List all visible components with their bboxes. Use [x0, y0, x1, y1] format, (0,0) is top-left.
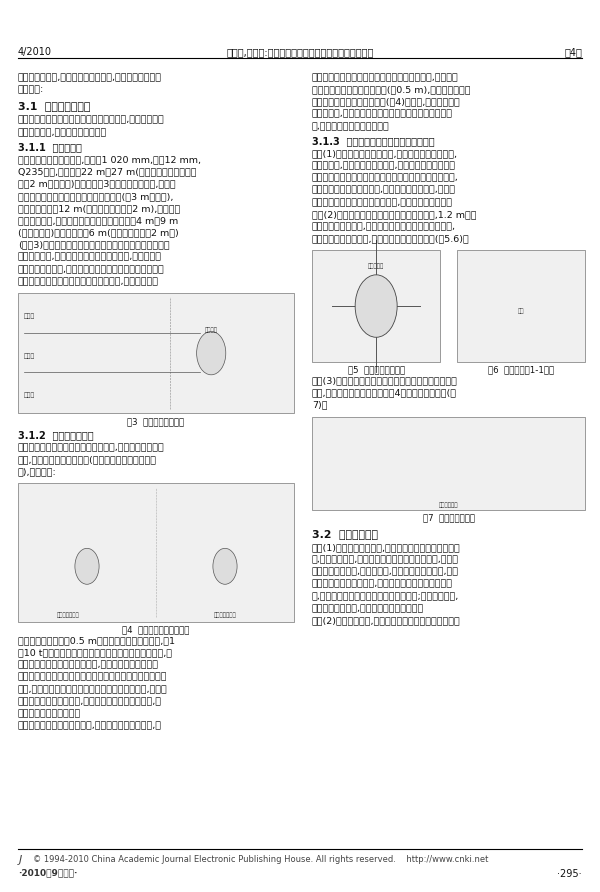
- Text: 阻力,可采用振动锤配合下沉。振动锤敞击钒套筒前,在套筒: 阻力,可采用振动锤配合下沉。振动锤敞击钒套筒前,在套筒: [18, 685, 168, 694]
- Text: 第一次沉放作业: 第一次沉放作业: [56, 613, 79, 618]
- Text: 7)。: 7)。: [312, 401, 328, 409]
- Text: ·295·: ·295·: [557, 869, 582, 879]
- Text: 桶基钒孔灸注桶与隧道位置的垂直关系,采用了长套筒: 桶基钒孔灸注桶与隧道位置的垂直关系,采用了长套筒: [18, 116, 165, 125]
- Text: 图7  垂直导向示意图: 图7 垂直导向示意图: [422, 514, 475, 523]
- Text: 提前做好钒架制作,声测管安装等工序准备。: 提前做好钒架制作,声测管安装等工序准备。: [312, 604, 424, 613]
- Text: (见图3)。上述节段划分的原则是使得每次钒进施工时对隧: (见图3)。上述节段划分的原则是使得每次钒进施工时对隧: [18, 241, 170, 250]
- Text: 图5  水平导向装示意图: 图5 水平导向装示意图: [347, 366, 405, 375]
- Text: 部滑轮组、固转盘与钒头中心应始终保持在同一铅垂线上,: 部滑轮组、固转盘与钒头中心应始终保持在同一铅垂线上,: [312, 174, 459, 183]
- Text: 的影响。同时钒套筒制作要确保筒身圆度,以避免卡钒。: 的影响。同时钒套筒制作要确保筒身圆度,以避免卡钒。: [18, 277, 159, 286]
- Text: 以下措施:: 以下措施:: [18, 86, 44, 95]
- Text: 接),方法如下:: 接),方法如下:: [18, 467, 57, 476]
- Text: 第三节: 第三节: [23, 392, 35, 399]
- Text: 3.1.3  长套筒沉放过程中垂直度控制措施: 3.1.3 长套筒沉放过程中垂直度控制措施: [312, 136, 434, 146]
- Text: 长套筒采用钒质结构,内径为1 020 mm,壁厔12 mm,: 长套筒采用钒质结构,内径为1 020 mm,壁厔12 mm,: [18, 155, 201, 164]
- Bar: [18, 483, 294, 622]
- Bar: [415, 431, 482, 450]
- Text: 跟进保护措施,以确保孔壁的稳定。: 跟进保护措施,以确保孔壁的稳定。: [18, 128, 107, 137]
- Circle shape: [197, 332, 226, 375]
- Bar: [415, 454, 482, 473]
- Text: 图6  水平导向架1-1剖面: 图6 水平导向架1-1剖面: [488, 366, 554, 375]
- Text: 钒机定位时,应校正桶架的垂直度,成孔过程中钒机塔架头: 钒机定位时,应校正桶架的垂直度,成孔过程中钒机塔架头: [312, 161, 456, 170]
- Text: 对于已沉放的钒套筒节段,必须采用临时固定措施,以: 对于已沉放的钒套筒节段,必须采用临时固定措施,以: [18, 722, 162, 731]
- Text: 长度,便将该节套筒沉放到位(各节段套筒均采用电焊连: 长度,便将该节套筒沉放到位(各节段套筒均采用电焊连: [18, 455, 157, 465]
- Text: 垂直导向角铁: 垂直导向角铁: [439, 503, 458, 508]
- Text: 起钒头检查相关磨损情况,开始钒进至钒套筒沉放完成期: 起钒头检查相关磨损情况,开始钒进至钒套筒沉放完成期: [312, 580, 453, 589]
- Text: 第一节: 第一节: [23, 313, 35, 319]
- Text: (3)为了确保后续钒套筒与前段钒套筒间的接缝能够: (3)为了确保后续钒套筒与前段钒套筒间的接缝能够: [312, 376, 458, 385]
- Text: © 1994-2010 China Academic Journal Electronic Publishing House. All rights reser: © 1994-2010 China Academic Journal Elect…: [33, 855, 488, 863]
- Text: 3.1  长套筒跟进保护: 3.1 长套筒跟进保护: [18, 101, 91, 112]
- Text: 护筒: 护筒: [518, 309, 524, 314]
- Text: (2)确保首段套筒的垂直度。在钒机定位后,1.2 m直径: (2)确保首段套筒的垂直度。在钒机定位后,1.2 m直径: [312, 211, 476, 219]
- Text: 图3  钒套筒分节示意图: 图3 钒套筒分节示意图: [127, 417, 185, 425]
- Text: 3.2  成桶施工措施: 3.2 成桶施工措施: [312, 529, 378, 539]
- Bar: [18, 293, 294, 413]
- Text: 区间隧道: 区间隧道: [205, 327, 218, 333]
- Text: (2)根据地层特性,及时调整泥浆比重。在开始钒进阶: (2)根据地层特性,及时调整泥浆比重。在开始钒进阶: [312, 616, 461, 625]
- Text: 钒进深度必须考虑此露出长度(图4)。另外,为防止孔壁空: 钒进深度必须考虑此露出长度(图4)。另外,为防止孔壁空: [312, 97, 461, 106]
- Text: 第二节: 第二节: [23, 353, 35, 359]
- Text: (1)合理选择钒进机具,提前做好相关工序准备。施工: (1)合理选择钒进机具,提前做好相关工序准备。施工: [312, 543, 461, 552]
- Text: 第一节长度均为12 m(至埋深最浅隧道顶2 m),钒管底部: 第一节长度均为12 m(至埋深最浅隧道顶2 m),钒管底部: [18, 204, 180, 213]
- Text: 前,根据地层特性,选用设置有合适刀排的合金钒头,保位装: 前,根据地层特性,选用设置有合适刀排的合金钒头,保位装: [312, 556, 459, 565]
- Text: 使得套筒能夠均匀受力。: 使得套筒能夠均匀受力。: [18, 709, 81, 718]
- Text: 3.1.1  长套筒设计: 3.1.1 长套筒设计: [18, 142, 82, 152]
- Text: 4/2010: 4/2010: [18, 47, 52, 57]
- Text: 际的钒孔直径比钒套筒的外径大,因此钒套筒可基本上依: 际的钒孔直径比钒套筒的外径大,因此钒套筒可基本上依: [18, 661, 159, 670]
- Circle shape: [213, 549, 237, 584]
- Text: 坳孔等因素引起,因此为确保隧道安全,施工时主要采用了: 坳孔等因素引起,因此为确保隧道安全,施工时主要采用了: [18, 73, 162, 82]
- Text: 套筒沉放采用跟管钒进的方法施工,即稍钒进一节套筒: 套筒沉放采用跟管钒进的方法施工,即稍钒进一节套筒: [18, 443, 165, 452]
- Circle shape: [505, 287, 538, 336]
- Text: 确保钒套筒不会掉落。为方便与下节钒套筒焊接,已沉放的: 确保钒套筒不会掉落。为方便与下节钒套筒焊接,已沉放的: [312, 73, 459, 82]
- Bar: [457, 251, 585, 362]
- Text: (至隧道中部)。第三节长度6 m(至隧道道面以下2 m处): (至隧道中部)。第三节长度6 m(至隧道道面以下2 m处): [18, 228, 179, 237]
- Text: 钒管长度基本为钒孔桶机钒杆的长度倍数(匷3 m的倍数),: 钒管长度基本为钒孔桶机钒杆的长度倍数(匷3 m的倍数),: [18, 192, 173, 201]
- Text: (1)成孔时钒机定位要准确,钒架平台应水平、稳固,: (1)成孔时钒机定位要准确,钒架平台应水平、稳固,: [312, 149, 458, 158]
- Text: J: J: [19, 855, 22, 864]
- Text: 图4  钒套筒跟管钒进示意图: 图4 钒套筒跟管钒进示意图: [122, 625, 190, 634]
- Bar: [312, 251, 440, 362]
- Text: 保证钒头在吸紧状态下钒进,成孔过程中经常观测,机查钒: 保证钒头在吸紧状态下钒进,成孔过程中经常观测,机查钒: [312, 186, 456, 194]
- Bar: [214, 504, 236, 580]
- Text: 第4期: 第4期: [564, 47, 582, 57]
- Text: 确保钒套筒可垂直下放,以确保首节套管的垂直度(图5.6)。: 确保钒套筒可垂直下放,以确保首节套管的垂直度(图5.6)。: [312, 235, 470, 244]
- Text: 钻机下筒水: 钻机下筒水: [368, 264, 384, 269]
- Text: 置时间过长,护筒间的接缝均配备多名电焊工进行焊接施: 置时间过长,护筒间的接缝均配备多名电焊工进行焊接施: [312, 110, 453, 119]
- Bar: [415, 477, 482, 496]
- Text: 台10 t汽车吸配合下沉。由于采用先钒后沉的方法施工,实: 台10 t汽车吸配合下沉。由于采用先钒后沉的方法施工,实: [18, 648, 172, 657]
- Bar: [312, 417, 585, 510]
- Text: 边缘打内坡口,以减小下放阻力。第二节长度为4 m～9 m: 边缘打内坡口,以减小下放阻力。第二节长度为4 m～9 m: [18, 216, 178, 225]
- Bar: [76, 504, 98, 580]
- Text: ·2010年9月出版·: ·2010年9月出版·: [18, 869, 77, 878]
- Text: 在套筒顶部向下0.5 m处开设三只圆形的吸装孔,用1: 在套筒顶部向下0.5 m处开设三只圆形的吸装孔,用1: [18, 636, 175, 645]
- Text: 进分段下沉钒套筒,不允许一次完成以降低钒进施工对隧道: 进分段下沉钒套筒,不允许一次完成以降低钒进施工对隧道: [18, 265, 165, 274]
- Text: 钒套筒需在地面上露出一部分(剤0.5 m),因此钒机的实际: 钒套筒需在地面上露出一部分(剤0.5 m),因此钒机的实际: [312, 86, 470, 95]
- Text: 垂直,需要在前段钒套筒顶部设置4根导向角铁或槽钒(图: 垂直,需要在前段钒套筒顶部设置4根导向角铁或槽钒(图: [312, 389, 457, 398]
- Text: 顶部插置并固定一根型钒,振动锤直接作用于该型钒上,以: 顶部插置并固定一根型钒,振动锤直接作用于该型钒上,以: [18, 698, 162, 706]
- Text: 第二次沉放作业: 第二次沉放作业: [214, 613, 236, 618]
- Circle shape: [355, 275, 397, 337]
- Text: 以下2 m处的要求)。施工时〔3节短钒管焊接而成,每节短: 以下2 m处的要求)。施工时〔3节短钒管焊接而成,每节短: [18, 179, 176, 189]
- Text: 薛武强,孙九春:紧邻地铁区间隧道的钒孔灸注桶施工技术: 薛武强,孙九春:紧邻地铁区间隧道的钒孔灸注桶施工技术: [226, 47, 374, 57]
- Text: 机的垂直、水平度和转盘中心位移,确保成孔的垂直度。: 机的垂直、水平度和转盘中心位移,确保成孔的垂直度。: [312, 198, 453, 207]
- Circle shape: [499, 278, 544, 345]
- Text: Q235材质,总长度为22 m～27 m(满足从地面至隧道底面: Q235材质,总长度为22 m～27 m(满足从地面至隧道底面: [18, 168, 197, 177]
- Text: 间,要提前做好钒套筒的各项沉放准备工作;继续钒过程中,: 间,要提前做好钒套筒的各项沉放准备工作;继续钒过程中,: [312, 591, 459, 601]
- Text: 置亦采用合金材料,并中固焊接,钒进期间出现异常时,要提: 置亦采用合金材料,并中固焊接,钒进期间出现异常时,要提: [312, 567, 459, 576]
- Circle shape: [75, 549, 99, 584]
- Text: 靠自身重力下沉到位。如果在钒套筒的沉放过程中遇到轻微: 靠自身重力下沉到位。如果在钒套筒的沉放过程中遇到轻微: [18, 673, 167, 681]
- Text: 的钒护筒埋设到位后,在护筒上设置一套水平槽钒导向架,: 的钒护筒埋设到位后,在护筒上设置一套水平槽钒导向架,: [312, 222, 456, 231]
- Text: 3.1.2  长套筒沉放方法: 3.1.2 长套筒沉放方法: [18, 430, 94, 440]
- Text: 工,要求焊接做到严密不漏水。: 工,要求焊接做到严密不漏水。: [312, 122, 390, 131]
- Text: 道的影响最小,特别是在隧道高度影响范围内,必须分段钒: 道的影响最小,特别是在隧道高度影响范围内,必须分段钒: [18, 252, 162, 261]
